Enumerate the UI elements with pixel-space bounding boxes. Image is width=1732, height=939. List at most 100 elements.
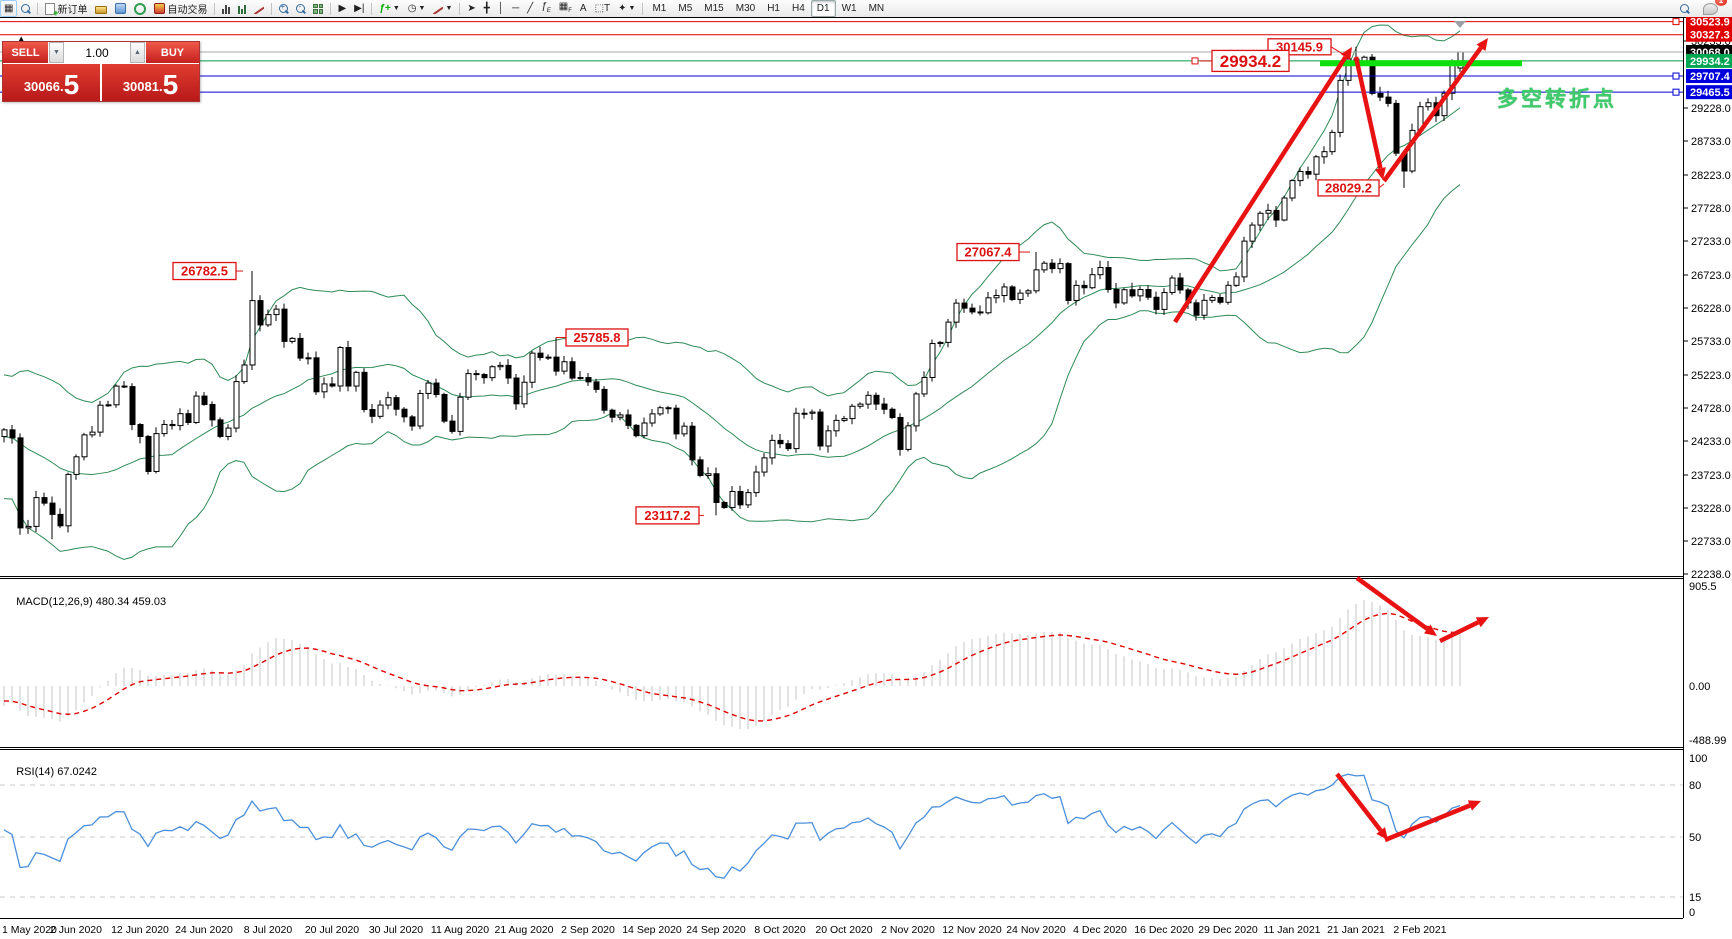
axis-tick-label: 24233.0: [1691, 436, 1731, 448]
rsi-axis-label: 15: [1689, 892, 1701, 904]
toolbar-separator: [642, 2, 644, 15]
arrows-tool-icon[interactable]: ✦ ▼: [618, 2, 636, 14]
signal-icon[interactable]: [130, 0, 150, 17]
macd-histogram: [3, 599, 1461, 730]
horizontal-line-icon[interactable]: ─: [512, 2, 520, 14]
sell-button[interactable]: SELL: [3, 42, 48, 63]
date-tick-label: 21 Jan 2021: [1327, 924, 1385, 936]
annotation-box[interactable]: [172, 261, 237, 281]
gold-bar-icon[interactable]: [91, 0, 111, 17]
date-tick-label: 20 Jul 2020: [305, 924, 359, 936]
bar-chart-icon[interactable]: [218, 0, 234, 17]
timeframe-d1[interactable]: D1: [810, 0, 836, 17]
trend-arrow-rsi[interactable]: [1335, 772, 1383, 832]
trend-arrow-macd[interactable]: [1355, 576, 1429, 631]
timeframe-h4[interactable]: H4: [791, 3, 805, 14]
annotation-box[interactable]: [635, 506, 700, 525]
timeframe-m30[interactable]: M30: [735, 3, 756, 14]
annotation-box[interactable]: [565, 328, 629, 347]
line-handle[interactable]: [1672, 72, 1680, 80]
trend-arrow-main-head: [1375, 167, 1386, 180]
price-badge-label: 29465.5: [1690, 87, 1730, 99]
trendline-icon[interactable]: ╱: [527, 2, 534, 14]
date-tick-label: 16 Dec 2020: [1134, 924, 1194, 936]
fibo-grid-icon[interactable]: ▦F: [558, 0, 572, 14]
date-tick-label: 11 Aug 2020: [431, 924, 489, 936]
indicators-icon[interactable]: ƒ+ ▼: [379, 2, 400, 14]
timeframe-m5[interactable]: M5: [678, 3, 693, 14]
axis-tick-label: 26228.0: [1691, 303, 1731, 315]
fibonacci-icon[interactable]: ƒE: [541, 0, 551, 14]
auto-trading-icon: [154, 3, 166, 14]
date-tick-label: 2 Nov 2020: [881, 924, 935, 936]
trend-arrow-macd[interactable]: [1439, 620, 1480, 644]
timeframe-m15[interactable]: M15: [704, 3, 724, 14]
chart-shift-icon[interactable]: ▶|: [354, 2, 365, 14]
timeframe-h1[interactable]: H1: [767, 3, 780, 14]
toolbar-separator: [37, 2, 39, 15]
axis-tick-label: 29228.0: [1691, 103, 1731, 115]
trend-arrow-main-head: [1340, 47, 1352, 61]
annotation-box[interactable]: [1317, 179, 1380, 197]
chart-window-icon[interactable]: ▦: [0, 0, 18, 17]
timeframe-w1[interactable]: W1: [841, 3, 857, 14]
candles: [1, 46, 1464, 540]
templates-icon[interactable]: ▼: [429, 0, 456, 17]
notifications-icon[interactable]: 1: [1699, 0, 1727, 17]
price-badge: [1686, 85, 1732, 100]
chart-canvas[interactable]: 26782.525785.823117.227067.430145.929934…: [0, 17, 1732, 939]
trend-arrow-rsi-head: [1376, 827, 1388, 840]
new-order-icon: [45, 2, 58, 18]
axis-tick-label: 24728.0: [1691, 403, 1731, 415]
object-anchor-triangle: [1454, 21, 1466, 28]
crosshair-icon[interactable]: ╋: [483, 2, 490, 14]
timeframe-group: M1 M5 M15 M30 H1 H4 D1 W1 MN: [646, 0, 890, 17]
toolbar-separator: [371, 2, 373, 15]
line-chart-icon[interactable]: [250, 0, 268, 17]
annotation-handle[interactable]: [1191, 57, 1199, 65]
trend-arrow-main[interactable]: [1173, 55, 1348, 324]
cursor-icon[interactable]: ➤: [467, 2, 476, 14]
vertical-line-icon[interactable]: │: [497, 2, 505, 14]
buy-price[interactable]: 30081. 5: [102, 64, 199, 101]
buy-button[interactable]: BUY: [146, 42, 199, 63]
timeframe-mn[interactable]: MN: [868, 3, 885, 14]
sell-price[interactable]: 30066. 5: [3, 64, 100, 101]
volume-down-button[interactable]: ▼: [49, 42, 64, 63]
line-handle[interactable]: [1672, 88, 1680, 96]
zoom-in-icon[interactable]: [275, 0, 292, 17]
volume-up-button[interactable]: ▲: [130, 42, 145, 63]
new-order-button[interactable]: 新订单: [41, 0, 91, 18]
periods-clock-icon[interactable]: ◷ ▼: [407, 2, 426, 14]
price-badge-label: 29707.4: [1690, 71, 1731, 83]
auto-scroll-icon[interactable]: ▶: [338, 2, 347, 14]
annotation-box[interactable]: [956, 242, 1020, 262]
trend-arrow-main[interactable]: [1382, 46, 1483, 183]
price-badge-label: 30523.9: [1690, 17, 1730, 29]
price-badge: [1686, 27, 1732, 42]
text-icon[interactable]: A: [579, 2, 587, 14]
macd-signal-line: [3, 612, 1461, 722]
date-tick-label: 8 Oct 2020: [754, 924, 806, 936]
volume-input[interactable]: 1.00: [85, 45, 109, 60]
turning-point-text[interactable]: 多空转折点: [1497, 88, 1617, 111]
chart-upload-icon[interactable]: [111, 0, 130, 17]
axis-tick-label: 25733.0: [1691, 336, 1731, 348]
trend-arrow-main[interactable]: [1353, 56, 1383, 169]
annotation-text: 28029.2: [1325, 181, 1372, 196]
auto-trading-button[interactable]: 自动交易: [150, 0, 211, 17]
tile-windows-icon[interactable]: [309, 0, 327, 17]
toolbar-separator: [271, 2, 273, 15]
line-handle[interactable]: [1672, 18, 1680, 26]
date-tick-label: 30 Jul 2020: [369, 924, 423, 936]
data-window-icon[interactable]: [17, 0, 34, 17]
annotation-box[interactable]: [1211, 49, 1290, 73]
trend-arrow-rsi[interactable]: [1384, 803, 1471, 843]
axis-tick-label: 23228.0: [1691, 503, 1731, 515]
search-icon[interactable]: [1676, 0, 1693, 17]
zoom-out-icon[interactable]: [292, 0, 309, 17]
timeframe-m1[interactable]: M1: [652, 3, 667, 14]
candlestick-chart-icon[interactable]: [234, 0, 250, 17]
text-label-icon[interactable]: ⬚T: [594, 2, 611, 14]
toolbar: ▦ 新订单 自动交易 ▶ ▶| ƒ+▼ ◷▼ ▼ ➤ ╋ │ ─ ╱ ƒE ▦F…: [0, 0, 1732, 18]
